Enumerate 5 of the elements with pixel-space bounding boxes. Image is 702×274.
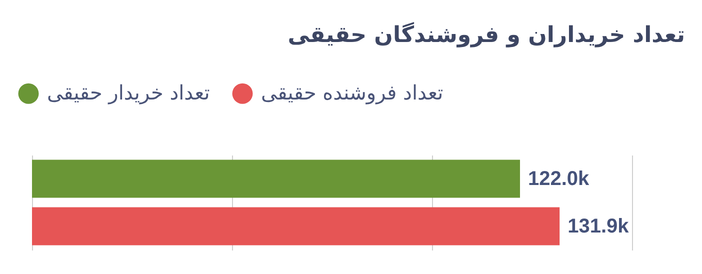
data-label: 131.9k — [568, 215, 630, 238]
chart-title: تعداد خریداران و فروشندگان حقیقی — [288, 21, 685, 48]
legend-label: تعداد خریدار حقیقی — [47, 80, 210, 105]
legend-label: تعداد فروشنده حقیقی — [261, 80, 444, 105]
data-label: 122.0k — [528, 168, 590, 190]
